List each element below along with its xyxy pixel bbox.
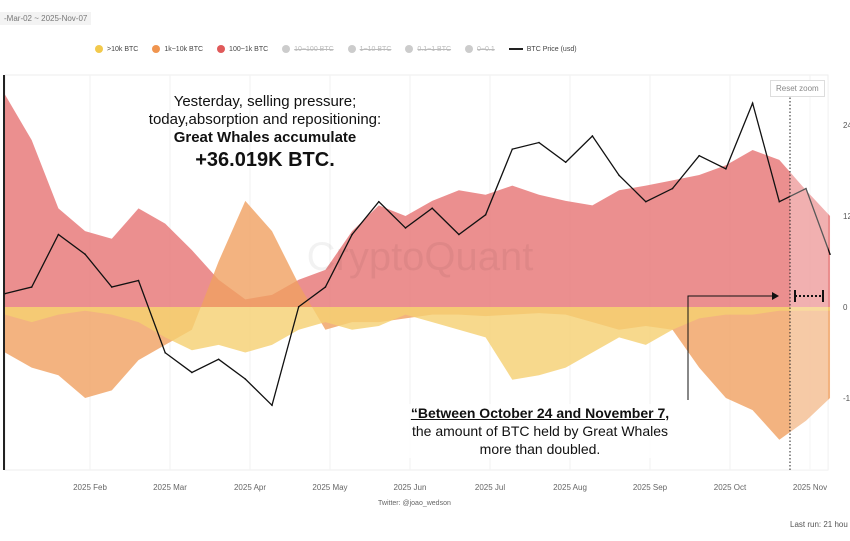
btc-price-line [4,101,831,407]
price-point [217,358,220,361]
date-range[interactable]: -Mar-02 ~ 2025-Nov-07 [0,12,92,25]
x-tick-label: 2025 Sep [633,483,668,492]
legend-item[interactable]: >10k BTC [95,45,138,53]
price-point [111,286,113,288]
price-point [137,279,140,282]
legend-label: 0~0.1 [477,45,495,53]
dot-marker-icon [95,45,103,53]
price-point [297,305,300,308]
legend-item[interactable]: 0~0.1 [465,45,495,53]
price-point [618,174,620,177]
dot-marker-icon [152,45,161,53]
x-tick-label: 2025 Apr [234,483,266,492]
y-tick-label: 0 [843,303,848,312]
price-point [57,233,60,236]
price-point [431,207,434,210]
price-point [591,135,594,137]
legend-label: 10~100 BTC [294,45,334,53]
x-tick-label: 2025 May [312,483,347,492]
legend: >10k BTC 1k~10k BTC 100~1k BTC 10~100 BTC 1~… [95,45,577,53]
y-tick-label: 24 [843,121,850,130]
legend-label: 1k~10k BTC [164,45,204,53]
price-point [84,253,86,256]
x-tick-label: 2025 Feb [73,483,107,492]
legend-label: 1~10 BTC [359,45,392,53]
dot-marker-icon [465,45,474,53]
price-point [725,168,727,170]
price-point [751,102,754,104]
price-point [805,187,807,190]
price-point [645,200,647,203]
price-point [351,233,353,236]
legend-label: 0.1~1 BTC [417,45,452,53]
dot-marker-icon [217,45,226,53]
price-point [404,227,407,229]
dot-marker-icon [282,45,291,53]
annotation-line: more than doubled. [479,441,601,457]
price-point [191,371,193,374]
annotation-bold: Great Whales accumulate [173,129,357,146]
x-tick-label: 2025 Jun [394,483,427,492]
price-point [30,286,33,288]
annotation-big: +36.019K BTC. [195,149,335,171]
legend-item[interactable]: 0.1~1 BTC [405,45,451,53]
price-point [484,214,487,216]
legend-item[interactable]: 1~10 BTC [347,45,392,53]
x-tick-label: 2025 Oct [714,483,747,492]
top-annotation: Yesterday, selling pressure; today,absor… [120,93,410,171]
price-point [778,200,781,203]
price-point [244,378,247,380]
annotation-line: Yesterday, selling pressure; [173,93,357,110]
price-point [564,161,567,164]
y-tick-label: -1 [843,394,850,403]
arrow-head-icon [772,292,779,300]
highlight-region [790,80,828,470]
price-point [829,253,831,256]
dot-marker-icon [347,45,356,53]
legend-item[interactable]: 100~1k BTC [217,45,268,53]
dot-marker-icon [405,45,414,53]
annotation-arrow [687,295,775,400]
price-point [671,187,674,190]
legend-item[interactable]: 10~100 BTC [282,45,334,53]
price-point [271,404,273,407]
y-tick-label: 12 [843,212,850,221]
series-area [5,94,831,308]
price-point [458,233,460,236]
price-point [698,154,700,157]
watermark: CryptoQuant [307,235,534,279]
series-area [5,307,831,380]
annotation-bold: “Between October 24 and November 7, [410,405,670,421]
legend-item[interactable]: 1k~10k BTC [152,45,203,53]
price-point [164,351,166,354]
annotation-line: today,absorption and repositioning: [148,111,382,128]
line-marker-icon [508,48,523,50]
legend-label: BTC Price (usd) [526,45,577,53]
credit: Twitter: @joao_wedson [378,500,451,507]
x-tick-label: 2025 Aug [553,483,587,492]
price-point [324,286,327,288]
legend-label: >10k BTC [107,45,139,53]
reset-zoom-button[interactable]: Reset zoom [770,80,825,97]
price-point [378,200,380,203]
legend-label: 100~1k BTC [229,45,269,53]
x-tick-label: 2025 Jul [475,483,505,492]
annotation-line: the amount of BTC held by Great Whales [411,423,668,439]
price-point [4,292,6,295]
price-point [538,141,540,144]
bottom-annotation: “Between October 24 and November 7, the … [380,404,700,458]
last-run: Last run: 21 hou [790,520,848,529]
x-tick-label: 2025 Mar [153,483,187,492]
legend-item[interactable]: BTC Price (usd) [508,45,577,53]
price-point [511,148,514,150]
x-tick-label: 2025 Nov [793,483,827,492]
